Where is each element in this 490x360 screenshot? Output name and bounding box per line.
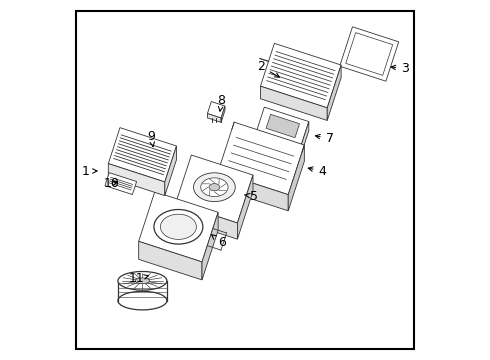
Ellipse shape xyxy=(209,184,220,191)
Text: 9: 9 xyxy=(147,130,155,147)
Polygon shape xyxy=(301,122,309,154)
Polygon shape xyxy=(238,175,253,239)
Text: 5: 5 xyxy=(245,190,258,203)
Polygon shape xyxy=(176,203,238,239)
Text: 8: 8 xyxy=(218,94,225,111)
Ellipse shape xyxy=(118,271,167,290)
Text: 3: 3 xyxy=(391,62,409,75)
Polygon shape xyxy=(340,27,399,81)
Text: 11: 11 xyxy=(129,273,148,285)
Text: 1: 1 xyxy=(82,165,97,177)
Polygon shape xyxy=(165,146,176,195)
Polygon shape xyxy=(207,102,225,118)
Polygon shape xyxy=(207,113,221,122)
Polygon shape xyxy=(257,107,309,145)
Ellipse shape xyxy=(194,173,235,202)
Polygon shape xyxy=(261,43,341,108)
Polygon shape xyxy=(176,155,253,223)
Text: 7: 7 xyxy=(316,132,334,145)
Polygon shape xyxy=(257,130,301,154)
Ellipse shape xyxy=(118,291,167,310)
Ellipse shape xyxy=(160,214,196,239)
Text: 10: 10 xyxy=(104,177,120,190)
Polygon shape xyxy=(327,65,341,121)
Text: 6: 6 xyxy=(212,235,225,249)
Polygon shape xyxy=(288,145,304,211)
Ellipse shape xyxy=(201,178,228,197)
Polygon shape xyxy=(218,172,288,211)
Polygon shape xyxy=(266,114,299,138)
Polygon shape xyxy=(261,86,327,121)
Polygon shape xyxy=(221,106,225,122)
Polygon shape xyxy=(139,192,218,262)
Polygon shape xyxy=(108,128,176,182)
Polygon shape xyxy=(108,163,165,195)
Polygon shape xyxy=(139,241,202,280)
Polygon shape xyxy=(105,173,137,194)
Polygon shape xyxy=(218,122,304,195)
Ellipse shape xyxy=(154,210,203,244)
Text: 2: 2 xyxy=(257,60,279,77)
Text: 4: 4 xyxy=(308,165,326,177)
Ellipse shape xyxy=(135,278,149,284)
Polygon shape xyxy=(202,212,218,280)
